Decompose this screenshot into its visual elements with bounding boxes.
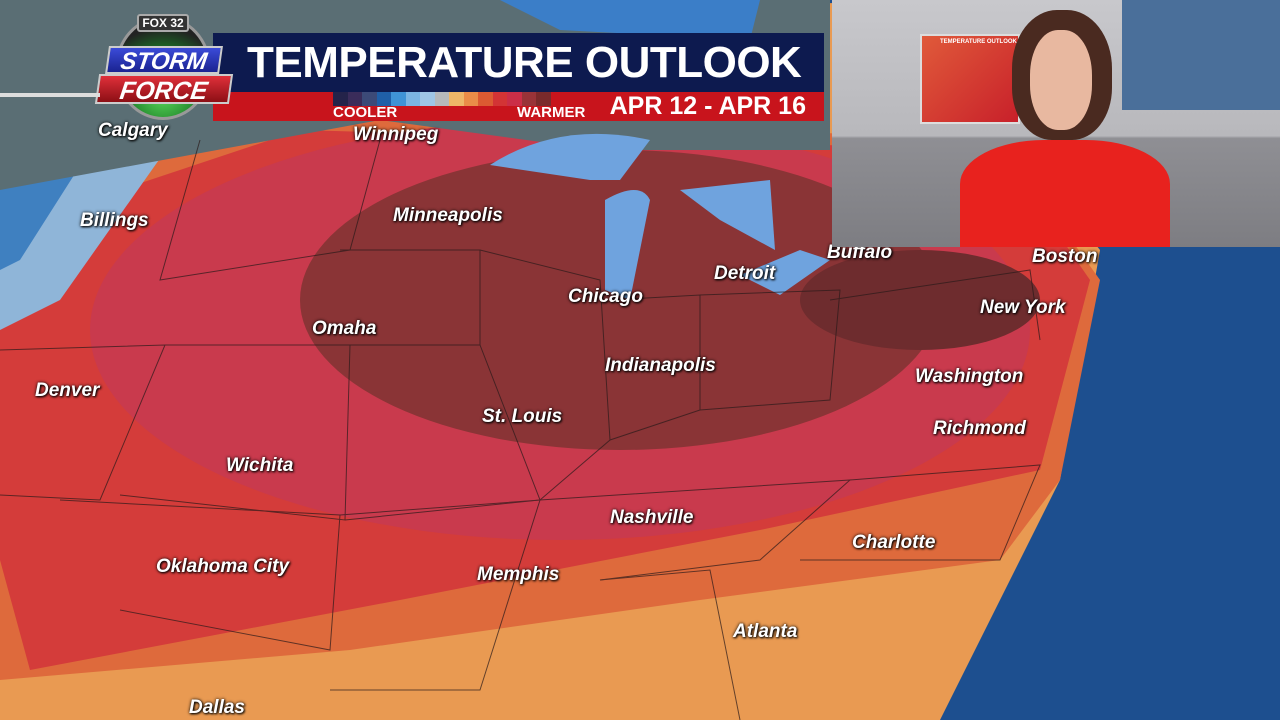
city-label: Memphis	[477, 564, 560, 585]
scale-swatch	[434, 92, 449, 106]
studio-screen-title: TEMPERATURE OUTLOOK	[940, 39, 1017, 45]
studio-screen: TEMPERATURE OUTLOOK	[920, 34, 1020, 124]
presenter-face	[1030, 30, 1092, 130]
scale-swatch	[376, 92, 391, 106]
scale-swatch	[536, 92, 551, 106]
date-range: APR 12 - APR 16	[609, 92, 806, 120]
city-label: New York	[980, 297, 1066, 318]
city-label: Chicago	[568, 286, 643, 307]
scale-swatch	[420, 92, 435, 106]
scale-swatch	[507, 92, 522, 106]
hudson-bay	[500, 0, 760, 40]
logo-storm: STORM	[105, 46, 223, 75]
city-label: Washington	[915, 366, 1024, 387]
studio-monitors	[1122, 0, 1280, 110]
banner-subbar: COOLER WARMER APR 12 - APR 16	[213, 92, 824, 121]
city-label: Buffalo	[827, 242, 893, 263]
city-label: Minneapolis	[393, 205, 503, 226]
scale-swatch	[391, 92, 406, 106]
lake-michigan	[605, 190, 650, 300]
lake-superior	[490, 133, 650, 180]
scale-swatch	[362, 92, 377, 106]
city-label: Indianapolis	[605, 355, 716, 376]
city-label: Calgary	[98, 120, 168, 141]
banner-title: TEMPERATURE OUTLOOK	[213, 33, 824, 92]
cooler-label: COOLER	[333, 104, 398, 121]
city-label: Oklahoma City	[156, 556, 290, 577]
presenter-dress	[960, 140, 1170, 247]
city-label: Dallas	[189, 697, 245, 718]
scale-swatch	[449, 92, 464, 106]
title-banner: TEMPERATURE OUTLOOK COOLER WARMER APR 12…	[213, 33, 824, 121]
city-label: Winnipeg	[353, 124, 439, 145]
city-label: Charlotte	[852, 532, 936, 553]
color-scale-legend	[333, 92, 551, 106]
scale-swatch	[521, 92, 536, 106]
scale-swatch	[463, 92, 478, 106]
presenter-video-inset: TEMPERATURE OUTLOOK	[832, 0, 1280, 247]
warmer-label: WARMER	[517, 104, 586, 121]
scale-swatch	[405, 92, 420, 106]
band-darkest	[800, 250, 1040, 350]
scale-swatch	[333, 92, 348, 106]
city-label: Denver	[35, 380, 100, 401]
logo-station: FOX 32	[137, 14, 189, 32]
state-borders	[0, 139, 1041, 720]
scale-swatch	[478, 92, 493, 106]
city-label: Boston	[1032, 246, 1098, 267]
logo-stripe	[0, 93, 100, 97]
city-label: St. Louis	[482, 406, 563, 427]
storm-force-logo: FOX 32 STORM FORCE	[93, 12, 235, 122]
band-dark-red	[300, 150, 940, 450]
city-label: Nashville	[610, 507, 694, 528]
city-label: Billings	[80, 210, 149, 231]
city-label: Wichita	[226, 455, 294, 476]
city-label: Richmond	[933, 418, 1026, 439]
logo-force: FORCE	[94, 74, 234, 105]
scale-swatch	[347, 92, 362, 106]
city-label: Omaha	[312, 318, 377, 339]
city-label: Atlanta	[733, 621, 798, 642]
scale-swatch	[492, 92, 507, 106]
lake-huron	[680, 180, 775, 250]
lake-erie	[740, 250, 830, 295]
city-label: Detroit	[714, 263, 776, 284]
